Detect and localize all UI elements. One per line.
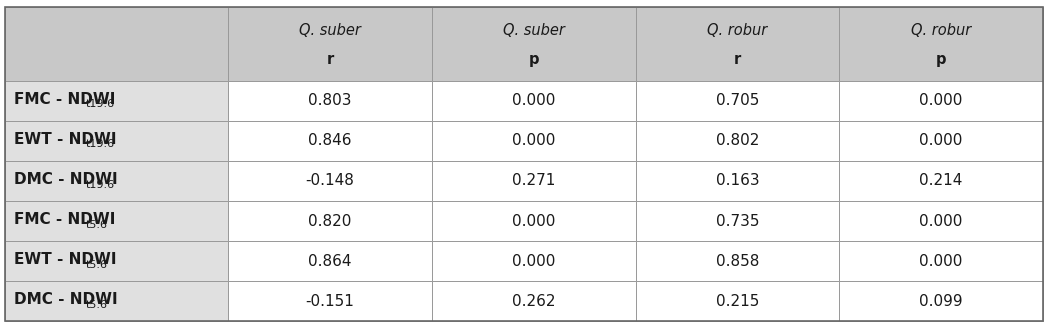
Text: DMC - NDWI: DMC - NDWI [15,172,117,187]
Bar [839,241,1043,281]
Text: 0.820: 0.820 [308,214,352,229]
Text: 0.000: 0.000 [512,133,555,148]
Text: t19.6: t19.6 [86,179,114,190]
Text: Q. robur: Q. robur [911,24,971,38]
Text: Q. robur: Q. robur [707,24,767,38]
Text: 0.735: 0.735 [716,214,759,229]
Bar [432,281,635,321]
Text: 0.000: 0.000 [919,214,963,229]
Text: p: p [528,52,539,67]
Bar [432,7,635,81]
Text: Q. suber: Q. suber [299,24,361,38]
Text: 0.271: 0.271 [512,174,555,188]
Bar [635,281,839,321]
Bar [432,201,635,241]
Bar [432,121,635,161]
Bar [432,81,635,121]
Bar [635,7,839,81]
Text: FMC - NDWI: FMC - NDWI [15,212,115,227]
Bar [839,121,1043,161]
Bar [839,161,1043,201]
Bar [228,281,432,321]
Bar [228,241,432,281]
Text: EWT - NDWI: EWT - NDWI [15,132,116,147]
Text: 0.000: 0.000 [512,214,555,229]
Bar [635,161,839,201]
Text: -0.148: -0.148 [306,174,354,188]
Text: 0.215: 0.215 [716,294,759,309]
Bar [5,201,228,241]
Text: Q. suber: Q. suber [503,24,565,38]
Bar [228,7,432,81]
Bar [228,201,432,241]
Bar [839,7,1043,81]
Text: r: r [326,52,333,67]
Text: EWT - NDWI: EWT - NDWI [15,252,116,267]
Bar [5,241,228,281]
Text: -0.151: -0.151 [306,294,354,309]
Bar [432,161,635,201]
Text: t5.6: t5.6 [86,300,108,310]
Text: DMC - NDWI: DMC - NDWI [15,292,117,307]
Text: 0.000: 0.000 [919,254,963,269]
Bar [635,121,839,161]
Text: 0.864: 0.864 [308,254,352,269]
Text: FMC - NDWI: FMC - NDWI [15,92,115,107]
Bar [839,281,1043,321]
Text: p: p [936,52,946,67]
Bar [5,81,228,121]
Text: 0.000: 0.000 [512,254,555,269]
Text: 0.846: 0.846 [308,133,352,148]
Bar [839,201,1043,241]
Text: t5.6: t5.6 [86,260,108,270]
Text: 0.214: 0.214 [919,174,963,188]
Bar [228,121,432,161]
Text: 0.705: 0.705 [716,93,759,108]
Text: 0.262: 0.262 [512,294,555,309]
Text: t19.6: t19.6 [86,99,114,109]
Text: t19.6: t19.6 [86,139,114,149]
Text: 0.000: 0.000 [919,93,963,108]
Text: 0.000: 0.000 [919,133,963,148]
Bar [5,281,228,321]
Text: 0.802: 0.802 [716,133,759,148]
Bar [5,7,228,81]
Text: 0.858: 0.858 [716,254,759,269]
Text: 0.163: 0.163 [716,174,759,188]
Bar [228,161,432,201]
Bar [5,161,228,201]
Bar [228,81,432,121]
Bar [635,201,839,241]
Text: t5.6: t5.6 [86,220,108,230]
Text: r: r [734,52,741,67]
Bar [5,121,228,161]
Text: 0.000: 0.000 [512,93,555,108]
Bar [839,81,1043,121]
Bar [635,241,839,281]
Text: 0.099: 0.099 [919,294,963,309]
Bar [635,81,839,121]
Bar [432,241,635,281]
Text: 0.803: 0.803 [308,93,352,108]
